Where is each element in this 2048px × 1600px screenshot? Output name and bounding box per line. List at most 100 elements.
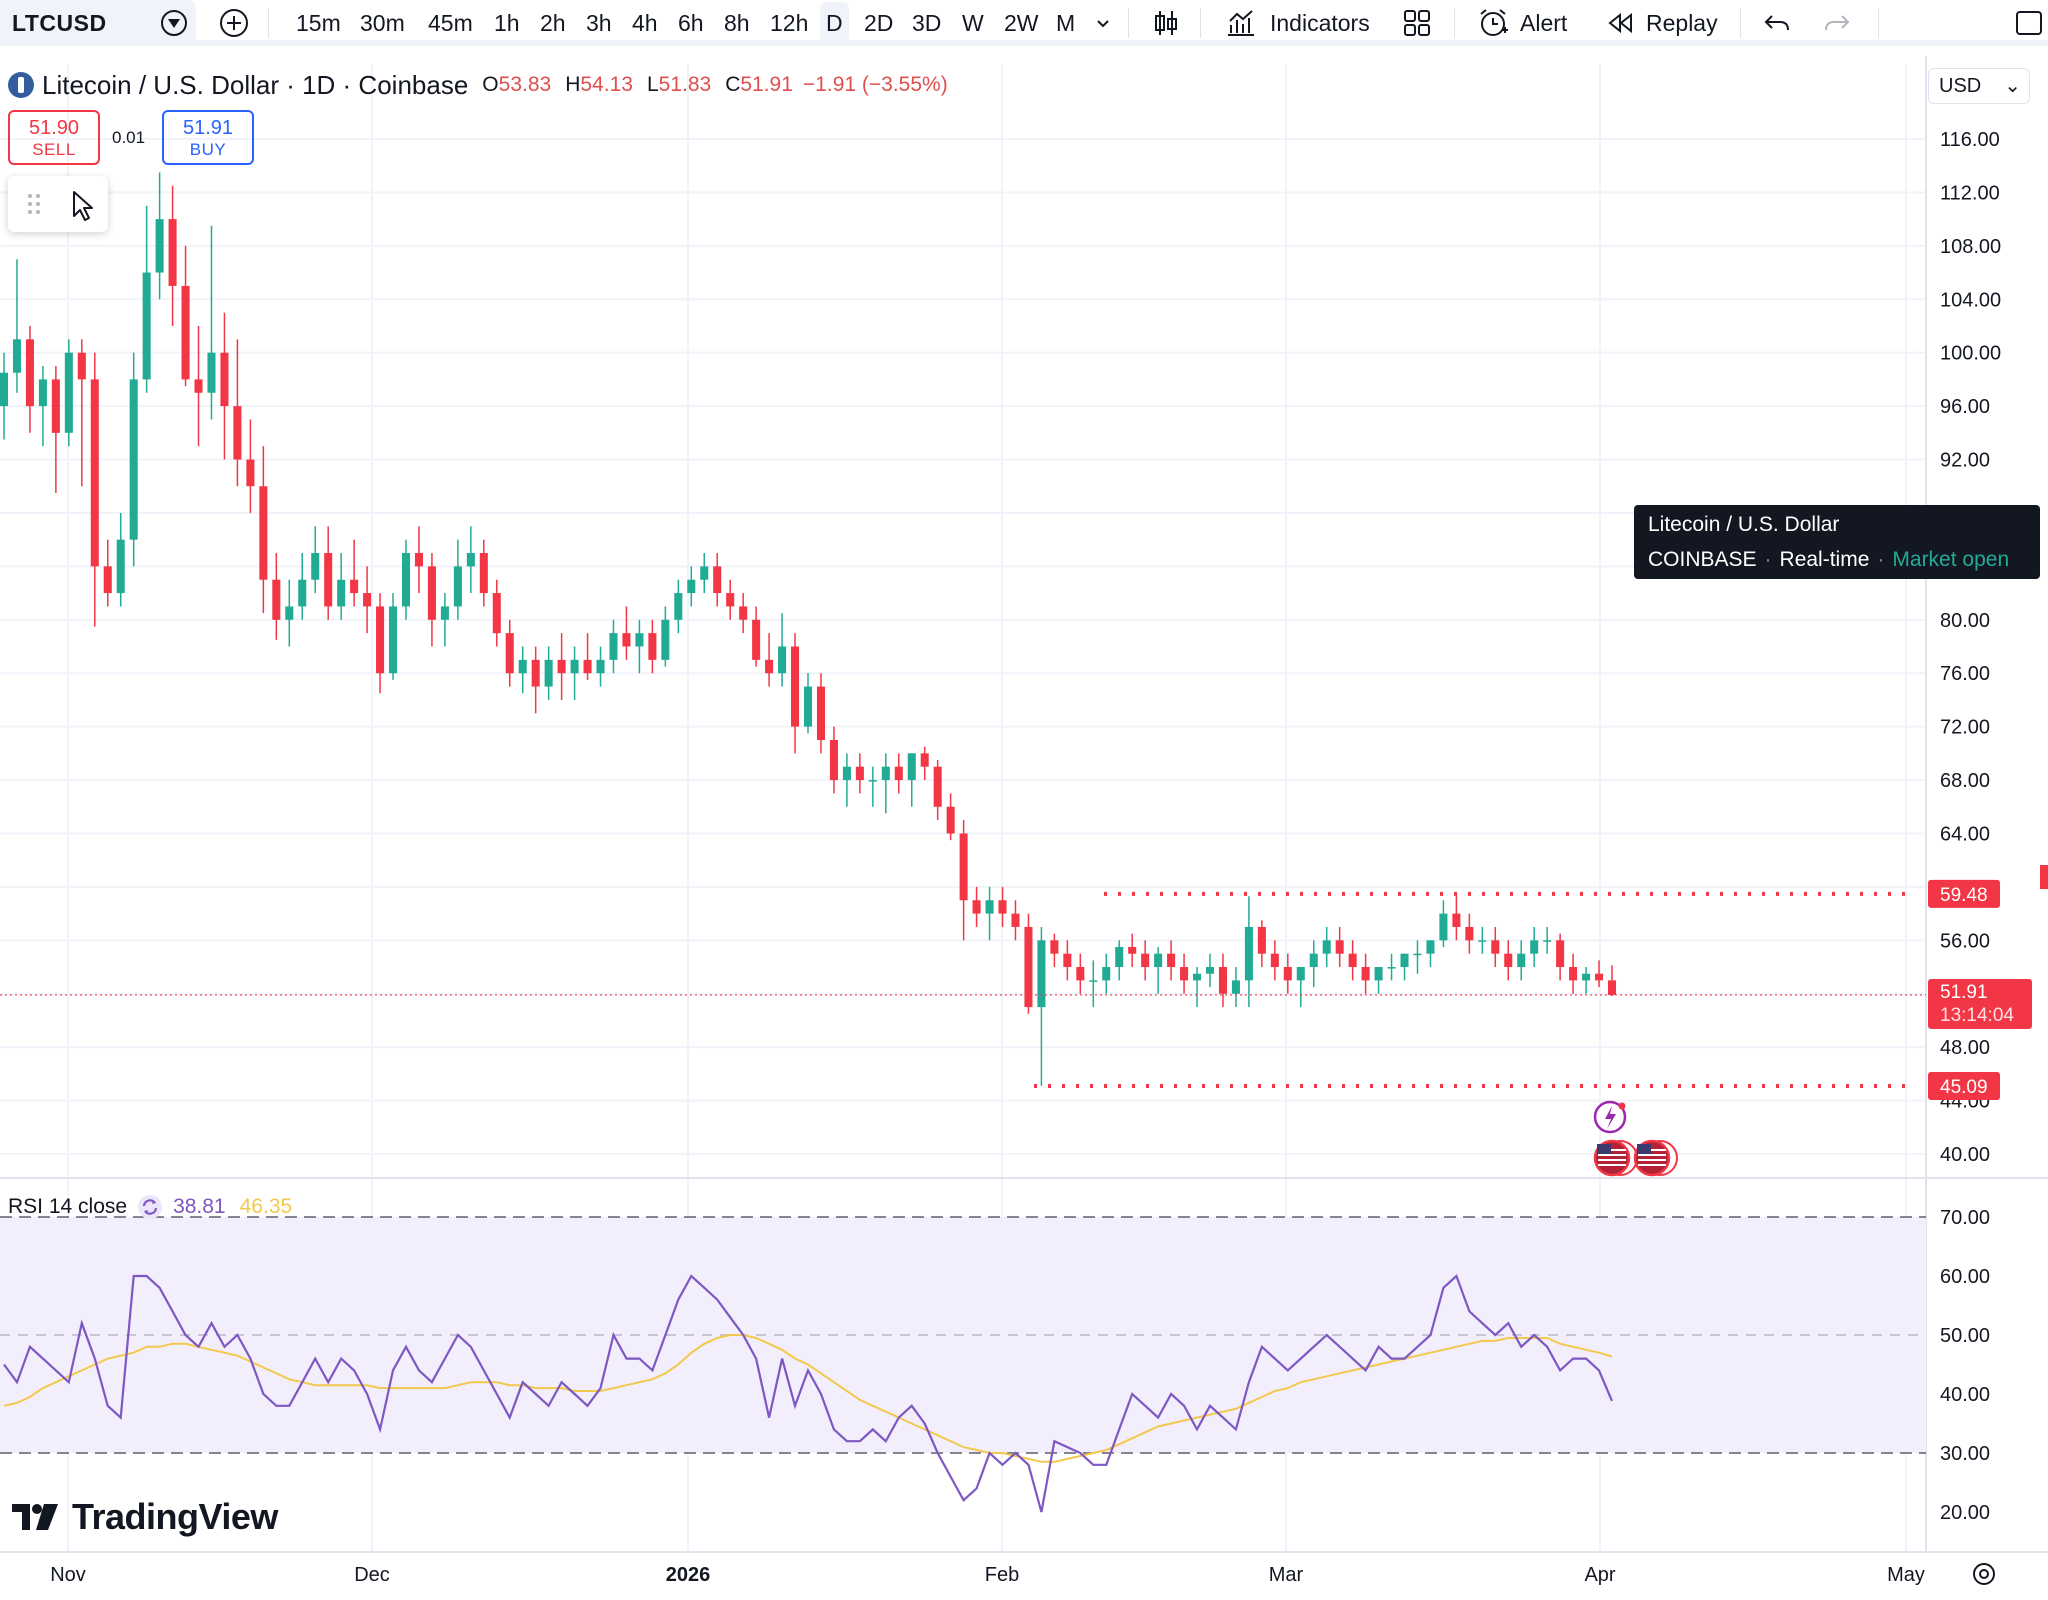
interval-m[interactable]: M <box>1056 9 1076 36</box>
tooltip-symbol-name: Litecoin / U.S. Dollar <box>1648 513 1840 536</box>
candle-body <box>920 753 929 767</box>
interval-3d[interactable]: 3D <box>912 9 942 36</box>
interval-12h[interactable]: 12h <box>770 9 809 36</box>
last-price-tag-value: 51.91 <box>1940 982 1988 1003</box>
rsi-ma-value: 46.35 <box>239 1195 293 1218</box>
price-axis[interactable]: 116.00 112.00 108.00 104.00 100.00 96.00 92.00… <box>1928 129 2048 1524</box>
interval-6h[interactable]: 6h <box>678 9 704 36</box>
candle-body <box>570 659 579 674</box>
redo-icon[interactable] <box>1822 0 1852 46</box>
candle-body <box>363 593 372 607</box>
candle-body <box>90 379 99 567</box>
candle-body <box>1037 940 1046 1008</box>
candle-body <box>1218 967 1227 994</box>
rsi-tick-label: 30.00 <box>1940 1443 1990 1465</box>
candle-body <box>907 753 916 781</box>
candle-body <box>220 352 229 407</box>
interval-15m[interactable]: 15m <box>296 9 341 36</box>
interval-w[interactable]: W <box>962 9 984 36</box>
price-tick-label: 96.00 <box>1940 396 1990 418</box>
interval-2w[interactable]: 2W <box>1004 9 1039 36</box>
cursor-arrow-icon[interactable] <box>73 191 93 221</box>
price-tick-label: 104.00 <box>1940 289 2001 311</box>
time-axis[interactable]: Nov Dec 2026 Feb Mar Apr May <box>50 1563 1995 1586</box>
undo-icon[interactable] <box>1762 0 1792 46</box>
compare-shield-icon[interactable] <box>158 0 190 46</box>
interval-45m[interactable]: 45m <box>428 9 473 36</box>
candle-body <box>64 352 73 433</box>
add-symbol-icon[interactable] <box>218 0 250 46</box>
sell-button[interactable]: 51.90 SELL <box>8 110 100 165</box>
price-tick-label: 80.00 <box>1940 610 1990 632</box>
candle-body <box>596 659 605 674</box>
candle-body <box>389 606 398 674</box>
candle-body <box>726 593 735 607</box>
fullscreen-icon[interactable] <box>2014 0 2044 46</box>
candle-body <box>38 379 47 407</box>
currency-select[interactable]: USD ⌄ <box>1928 68 2030 104</box>
candle-body <box>1504 953 1513 968</box>
intervals-dropdown-chevron-icon[interactable] <box>1094 0 1112 46</box>
interval-2h[interactable]: 2h <box>540 9 566 36</box>
time-axis-label: Feb <box>985 1564 1019 1586</box>
layouts-grid-icon[interactable] <box>1402 0 1432 46</box>
candle-body <box>998 900 1007 914</box>
event-dot <box>1618 1102 1626 1110</box>
price-tick-label: 48.00 <box>1940 1037 1990 1059</box>
candle-body <box>557 659 566 674</box>
chart-type-candles-icon[interactable] <box>1150 0 1182 46</box>
interval-3h[interactable]: 3h <box>586 9 612 36</box>
candle-body <box>1244 926 1253 981</box>
separator <box>1454 8 1455 38</box>
rsi-title: RSI 14 close <box>8 1195 128 1218</box>
alert-button[interactable]: Alert <box>1476 0 1567 46</box>
price-tick-label: 100.00 <box>1940 343 2001 365</box>
candle-body <box>1348 953 1357 968</box>
candle-body <box>155 219 164 273</box>
candle-body <box>1335 940 1344 954</box>
candle-body <box>194 379 203 393</box>
buy-button[interactable]: 51.91 BUY <box>162 110 254 165</box>
candle-body <box>1128 946 1137 954</box>
candle-body <box>492 593 501 634</box>
replay-button[interactable]: Replay <box>1606 0 1718 46</box>
time-axis-label: Nov <box>50 1564 86 1586</box>
price-tick-label: 40.00 <box>1940 1144 1990 1166</box>
candle-body <box>1193 973 1202 981</box>
price-tick-label: 76.00 <box>1940 663 1990 685</box>
candle-body <box>1309 953 1318 968</box>
low-value: 51.83 <box>658 73 712 96</box>
interval-8h[interactable]: 8h <box>724 9 750 36</box>
candle-body <box>1400 953 1409 968</box>
last-price-tag-bg <box>1928 978 2032 1029</box>
rsi-panel <box>0 1216 1926 1513</box>
candle-body <box>946 806 955 834</box>
symbol-search-button[interactable]: LTCUSD <box>0 0 196 46</box>
candle-body <box>1115 946 1124 968</box>
interval-1h[interactable]: 1h <box>494 9 520 36</box>
tradingview-logo[interactable]: TradingView <box>12 1496 278 1538</box>
candle-body <box>1569 967 1578 981</box>
scroll-marker <box>2040 865 2048 889</box>
candle-body <box>51 379 60 433</box>
indicators-icon <box>1228 10 1254 36</box>
candle-body <box>1607 980 1617 995</box>
interval-d[interactable]: D <box>820 2 849 44</box>
open-value: 53.83 <box>498 73 552 96</box>
interval-30m[interactable]: 30m <box>360 9 405 36</box>
candlestick-series <box>0 172 1617 1086</box>
drag-handle-icon[interactable] <box>28 194 40 214</box>
interval-4h[interactable]: 4h <box>632 9 658 36</box>
chart-settings-gear-icon[interactable] <box>1973 1563 1995 1585</box>
candle-body <box>752 619 761 660</box>
candle-body <box>479 553 488 594</box>
indicators-button[interactable]: Indicators <box>1224 0 1370 46</box>
horizontal-levels <box>0 891 1926 1177</box>
candle-body <box>1465 926 1474 941</box>
interval-2d[interactable]: 2D <box>864 9 894 36</box>
separator <box>1128 8 1129 38</box>
candle-body <box>816 686 825 740</box>
spread-value: 0.01 <box>112 128 146 147</box>
rsi-tick-label: 40.00 <box>1940 1384 1990 1406</box>
